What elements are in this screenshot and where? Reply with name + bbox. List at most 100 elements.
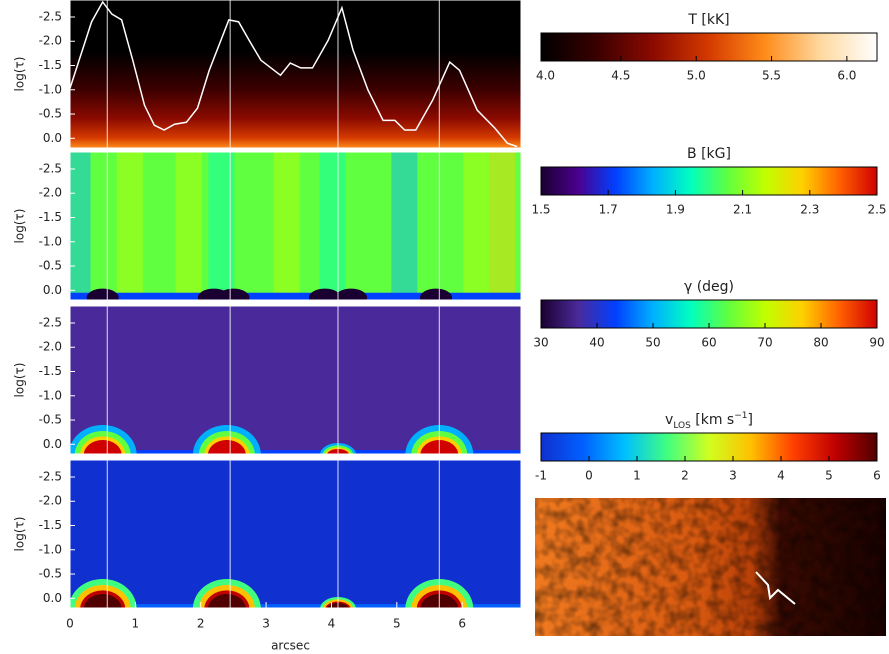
- colorbar-tick-label: 70: [757, 336, 772, 350]
- y-tick-label: -1.0: [39, 542, 62, 556]
- colorbar-tick-label: 1.7: [599, 203, 618, 217]
- title-part: v: [665, 412, 673, 428]
- x-tick-label: 0: [66, 617, 74, 631]
- colorbar-title: T [kK]: [687, 12, 729, 28]
- heatmap: [70, 0, 521, 148]
- colorbar-tick-label: 30: [533, 336, 548, 350]
- y-tick-label: -1.5: [39, 518, 62, 532]
- y-tick-label: -1.0: [39, 234, 62, 248]
- heat-blob: [335, 288, 368, 300]
- panel-frame: [69, 151, 522, 301]
- y-axis-label: log(τ): [13, 209, 27, 244]
- heat-blob: [207, 593, 246, 608]
- y-tick-label: 0.0: [43, 131, 62, 145]
- colorbar: [540, 166, 878, 196]
- heat-field: [70, 0, 521, 148]
- colorbar-tick-label: 1.9: [666, 203, 685, 217]
- y-axis-label: log(τ): [13, 363, 27, 398]
- colorbar-tick-label: 0: [585, 469, 593, 483]
- y-tick-label: -2.0: [39, 494, 62, 508]
- colorbar-tick-label: 2.1: [733, 203, 752, 217]
- y-tick-label: -2.0: [39, 186, 62, 200]
- colorbar-tick-label: 90: [869, 336, 884, 350]
- colorbar-title: vLOS [km s−1]: [665, 411, 753, 431]
- heat-stripe: [273, 152, 300, 300]
- colorbar-tick-label: 40: [589, 336, 604, 350]
- x-tick-label: 4: [328, 617, 336, 631]
- x-tick-label: 3: [262, 617, 270, 631]
- y-tick-label: 0.0: [43, 591, 62, 605]
- x-tick-label: 6: [458, 617, 466, 631]
- heat-band: [70, 292, 521, 300]
- colorbar-tick-label: 5.0: [687, 69, 706, 83]
- colorbar-tick-label: 4.0: [536, 69, 555, 83]
- heat-stripe: [463, 152, 490, 300]
- y-tick-label: -2.0: [39, 340, 62, 354]
- title-part: γ (deg): [684, 279, 734, 295]
- heat-stripe: [175, 152, 202, 300]
- title-part: −1: [734, 411, 747, 421]
- colorbar-tick-label: -1: [535, 469, 547, 483]
- y-tick-label: -1.0: [39, 82, 62, 96]
- heat-blob: [83, 439, 122, 454]
- heat-blob: [217, 288, 250, 300]
- heat-stripe: [489, 152, 516, 300]
- colorbar-title: B [kG]: [687, 146, 731, 162]
- colorbar-tick-label: 6.0: [837, 69, 856, 83]
- title-part: B [kG]: [687, 146, 731, 162]
- y-tick-label: -1.0: [39, 388, 62, 402]
- heat-stripe: [319, 152, 346, 300]
- x-tick-label: 2: [197, 617, 205, 631]
- x-tick-label: 1: [132, 617, 140, 631]
- title-part: [km s: [691, 412, 734, 428]
- y-tick-label: -0.5: [39, 259, 62, 273]
- colorbar-tick-label: 4: [777, 469, 785, 483]
- title-part: T [kK]: [687, 12, 729, 28]
- y-tick-label: -0.5: [39, 413, 62, 427]
- colorbar-tick-label: 2.3: [800, 203, 819, 217]
- y-tick-label: -1.5: [39, 364, 62, 378]
- y-tick-label: -2.5: [39, 9, 62, 23]
- heat-stripe: [391, 152, 418, 300]
- y-tick-label: -0.5: [39, 107, 62, 121]
- line: [70, 0, 518, 148]
- heatmap: [70, 460, 521, 608]
- colorbar-tick-label: 4.5: [611, 69, 630, 83]
- heat-stripe: [70, 152, 91, 300]
- colorbar-tick-label: 50: [645, 336, 660, 350]
- colorbar-tick-label: 5.5: [762, 69, 781, 83]
- colorbar-tick-label: 3: [729, 469, 737, 483]
- heat-band: [70, 604, 521, 608]
- colorbar-tick-label: 1: [633, 469, 641, 483]
- panel-frame: [69, 459, 522, 609]
- y-tick-label: -0.5: [39, 567, 62, 581]
- colorbar-tick-label: 2: [681, 469, 689, 483]
- heatmap: [70, 152, 521, 300]
- heat-blob: [83, 593, 122, 608]
- y-tick-label: -1.5: [39, 58, 62, 72]
- heat-blob: [420, 288, 453, 300]
- x-tick-label: 5: [393, 617, 401, 631]
- colorbar: [540, 432, 878, 462]
- heat-field: [70, 152, 521, 300]
- y-tick-label: 0.0: [43, 283, 62, 297]
- heat-blob: [207, 439, 246, 454]
- y-tick-label: -2.5: [39, 469, 62, 483]
- y-axis-label: log(τ): [13, 517, 27, 552]
- x-axis-label: arcsec: [271, 639, 310, 653]
- colorbar: [540, 32, 878, 62]
- heat-stripe: [116, 152, 143, 300]
- panel-frame: [69, 0, 522, 149]
- colorbar-tick-label: 1.5: [531, 203, 550, 217]
- y-tick-label: -2.5: [39, 315, 62, 329]
- title-part: ]: [748, 412, 753, 428]
- y-tick-label: -2.0: [39, 34, 62, 48]
- context-image: [535, 498, 886, 636]
- y-tick-label: -2.5: [39, 161, 62, 175]
- heat-blob: [86, 288, 119, 300]
- heatmap: [70, 306, 521, 454]
- colorbar-tick-label: 60: [701, 336, 716, 350]
- panel-frame: [69, 305, 522, 455]
- y-tick-label: 0.0: [43, 437, 62, 451]
